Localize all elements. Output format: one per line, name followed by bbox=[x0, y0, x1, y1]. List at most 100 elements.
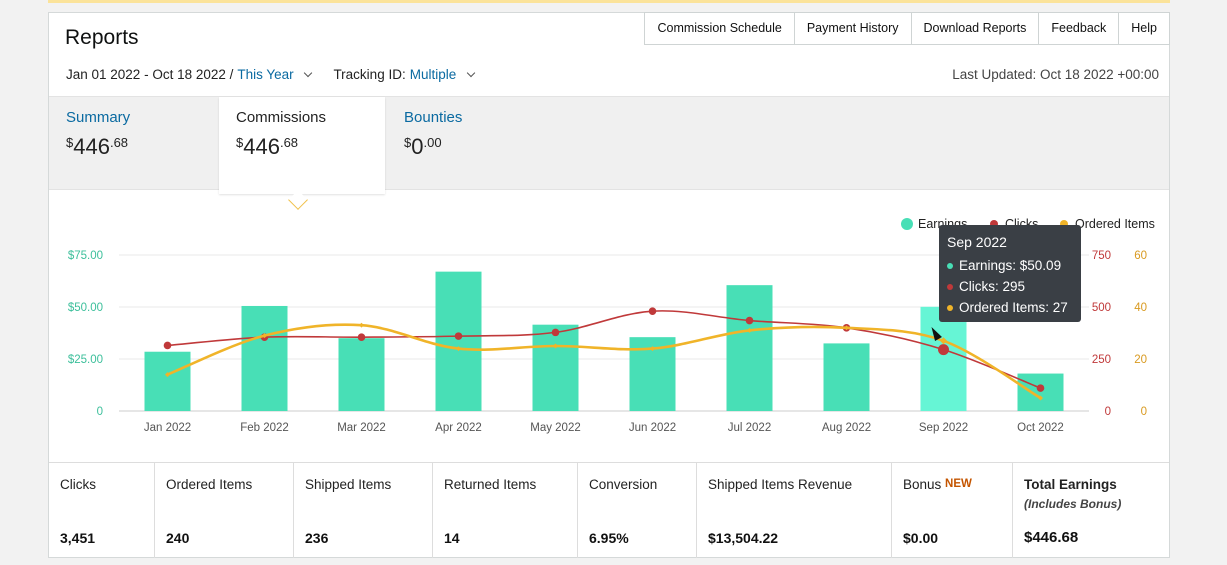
chevron-down-icon bbox=[466, 68, 476, 78]
clicks-dot-icon bbox=[947, 283, 953, 290]
legend-label: Ordered Items bbox=[1075, 217, 1155, 231]
x-tick-label: Oct 2022 bbox=[1017, 422, 1064, 434]
stat-total-earnings: Total Earnings (Includes Bonus) $446.68 bbox=[1013, 463, 1169, 558]
tracking-id-dropdown[interactable]: Multiple bbox=[409, 67, 476, 82]
bar-earnings bbox=[241, 305, 288, 411]
stat-value: 6.95% bbox=[589, 530, 629, 546]
stat-ordered-items: Ordered Items 240 bbox=[155, 463, 294, 558]
x-tick-label: Jul 2022 bbox=[728, 422, 771, 434]
stat-value: 3,451 bbox=[60, 530, 96, 546]
stat-label: Shipped Items bbox=[305, 477, 392, 492]
bar-earnings bbox=[338, 338, 385, 411]
date-range-text: Jan 01 2022 - Oct 18 2022 / bbox=[66, 67, 234, 82]
y-right-clicks-tick-label: 0 bbox=[1105, 406, 1111, 418]
stat-shipped-revenue: Shipped Items Revenue $13,504.22 bbox=[697, 463, 892, 558]
date-preset-dropdown[interactable]: This Year bbox=[237, 67, 313, 82]
download-reports-button[interactable]: Download Reports bbox=[911, 12, 1040, 45]
last-updated: Last Updated: Oct 18 2022 +00:00 bbox=[952, 67, 1159, 82]
point-clicks bbox=[648, 307, 657, 315]
tab-bounties-label: Bounties bbox=[404, 109, 463, 126]
help-button[interactable]: Help bbox=[1119, 12, 1170, 45]
legend-swatch bbox=[901, 218, 913, 230]
x-tick-label: Aug 2022 bbox=[822, 422, 871, 434]
stat-value: $0.00 bbox=[903, 530, 939, 546]
stat-value: 14 bbox=[444, 530, 460, 546]
tooltip-title: Sep 2022 bbox=[947, 234, 1007, 250]
point-ordered-items bbox=[165, 372, 170, 378]
line-ordered-items bbox=[167, 323, 1042, 400]
y-left-tick-label: $50.00 bbox=[68, 302, 103, 314]
bar-earnings bbox=[435, 271, 482, 411]
tab-commissions-label: Commissions bbox=[236, 109, 327, 126]
x-tick-label: Feb 2022 bbox=[240, 422, 289, 434]
point-ordered-items bbox=[939, 337, 948, 345]
report-nav: Commission Schedule Payment History Down… bbox=[644, 12, 1170, 45]
page-title: Reports bbox=[65, 26, 139, 49]
y-right-clicks-tick-label: 250 bbox=[1092, 354, 1111, 366]
ordered-dot-icon bbox=[947, 304, 953, 311]
stat-label: Returned Items bbox=[444, 477, 537, 492]
stat-label: Ordered Items bbox=[166, 477, 253, 492]
x-tick-label: Sep 2022 bbox=[919, 422, 968, 434]
point-ordered-items bbox=[456, 346, 461, 352]
stat-label: Clicks bbox=[60, 477, 96, 492]
tab-summary-label: Summary bbox=[66, 109, 131, 126]
commission-schedule-button[interactable]: Commission Schedule bbox=[644, 12, 795, 45]
point-clicks bbox=[454, 332, 463, 340]
y-right-items-tick-label: 20 bbox=[1134, 354, 1147, 366]
stat-shipped-items: Shipped Items 236 bbox=[294, 463, 433, 558]
chart-tooltip: Sep 2022 Earnings: $50.09 Clicks: 295 Or… bbox=[939, 225, 1081, 322]
y-right-items-tick-label: 40 bbox=[1134, 302, 1147, 314]
bar-earnings bbox=[726, 285, 773, 411]
x-tick-label: Jun 2022 bbox=[629, 422, 676, 434]
filter-bar: Jan 01 2022 - Oct 18 2022 / This Year Tr… bbox=[66, 67, 476, 82]
y-left-tick-label: 0 bbox=[97, 406, 103, 418]
stat-label: Conversion bbox=[589, 477, 658, 492]
earnings-chart: 0 0 0 $25.00 250 20 $50.00 500 40 $75.00 750 60 Jan … bbox=[68, 217, 1155, 434]
stat-bonus: Bonus NEW $0.00 bbox=[892, 463, 1013, 558]
point-clicks bbox=[938, 344, 949, 356]
stat-label: Shipped Items Revenue bbox=[708, 477, 853, 492]
stat-conversion: Conversion 6.95% bbox=[578, 463, 697, 558]
tooltip-clicks-row: Clicks: 295 bbox=[947, 276, 1073, 297]
point-ordered-items bbox=[650, 346, 655, 352]
stat-label: Bonus NEW bbox=[903, 477, 972, 492]
point-clicks bbox=[745, 316, 754, 325]
point-ordered-items bbox=[553, 343, 558, 349]
tracking-id-value: Multiple bbox=[409, 67, 457, 82]
point-ordered-items bbox=[844, 325, 849, 331]
stat-value: 236 bbox=[305, 530, 329, 546]
x-tick-label: May 2022 bbox=[530, 422, 581, 434]
bar-earnings bbox=[920, 306, 967, 411]
notice-strip bbox=[48, 0, 1170, 3]
stat-sublabel: (Includes Bonus) bbox=[1024, 497, 1122, 511]
stat-clicks: Clicks 3,451 bbox=[49, 463, 155, 558]
y-right-clicks-tick-label: 750 bbox=[1092, 250, 1111, 262]
reports-panel: Reports Commission Schedule Payment Hist… bbox=[48, 12, 1170, 558]
stat-label: Total Earnings bbox=[1024, 477, 1117, 492]
stat-value: 240 bbox=[166, 530, 190, 546]
tab-summary[interactable]: Summary $446.68 bbox=[49, 97, 219, 191]
point-ordered-items bbox=[747, 327, 752, 333]
payment-history-button[interactable]: Payment History bbox=[794, 12, 912, 45]
stat-value: $446.68 bbox=[1024, 529, 1079, 546]
stat-value: $13,504.22 bbox=[708, 530, 779, 546]
y-right-items-tick-label: 60 bbox=[1134, 250, 1147, 262]
stat-returned-items: Returned Items 14 bbox=[433, 463, 578, 558]
tooltip-ordered-row: Ordered Items: 27 bbox=[947, 297, 1073, 318]
tab-commissions[interactable]: Commissions $446.68 bbox=[219, 97, 385, 194]
summary-tabs: Summary $446.68 Commissions $446.68 Boun… bbox=[49, 96, 1169, 194]
y-right-clicks-tick-label: 500 bbox=[1092, 302, 1111, 314]
new-badge: NEW bbox=[945, 478, 972, 490]
point-clicks bbox=[357, 333, 366, 341]
stats-row: Clicks 3,451 Ordered Items 240 Shipped I… bbox=[49, 462, 1169, 558]
date-preset-label: This Year bbox=[237, 67, 294, 82]
y-right-items-tick-label: 0 bbox=[1141, 406, 1147, 418]
feedback-button[interactable]: Feedback bbox=[1039, 12, 1120, 45]
point-clicks bbox=[163, 341, 172, 350]
point-ordered-items bbox=[262, 333, 267, 339]
x-tick-label: Jan 2022 bbox=[144, 422, 191, 434]
tab-summary-amount: $446.68 bbox=[66, 134, 129, 159]
chevron-down-icon bbox=[304, 68, 313, 78]
tab-bounties[interactable]: Bounties $0.00 bbox=[387, 97, 537, 191]
